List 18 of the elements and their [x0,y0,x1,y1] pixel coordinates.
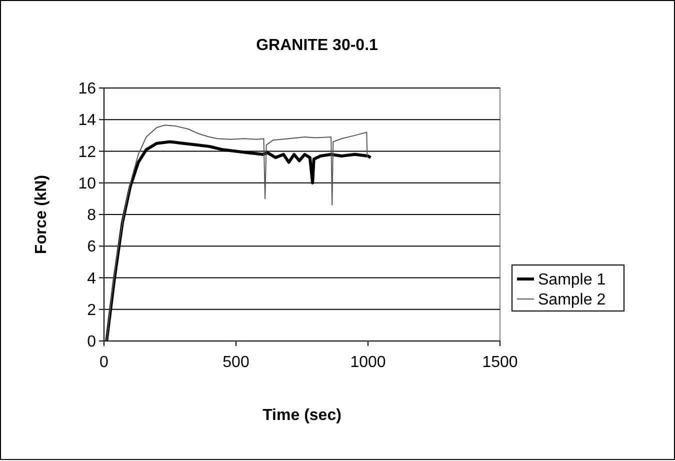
y-tick-label: 2 [87,302,96,319]
legend-label: Sample 1 [538,272,606,289]
y-tick-label: 16 [78,80,96,98]
x-tick-label: 1500 [482,354,518,371]
y-axis-title: Force (kN) [33,174,50,254]
y-tick-label: 10 [78,175,96,192]
chart-title: GRANITE 30-0.1 [256,37,378,54]
x-axis-title: Time (sec) [262,407,342,424]
legend-label: Sample 2 [538,292,606,309]
y-tick-label: 4 [87,270,96,288]
y-tick-label: 0 [87,334,96,351]
y-tick-label: 6 [87,238,96,256]
x-tick-label: 500 [222,354,250,371]
y-tick-label: 12 [78,144,96,161]
x-tick-label: 0 [100,354,109,371]
x-tick-label: 1000 [350,354,386,371]
y-tick-label: 8 [87,207,96,224]
y-tick-label: 14 [78,112,96,130]
